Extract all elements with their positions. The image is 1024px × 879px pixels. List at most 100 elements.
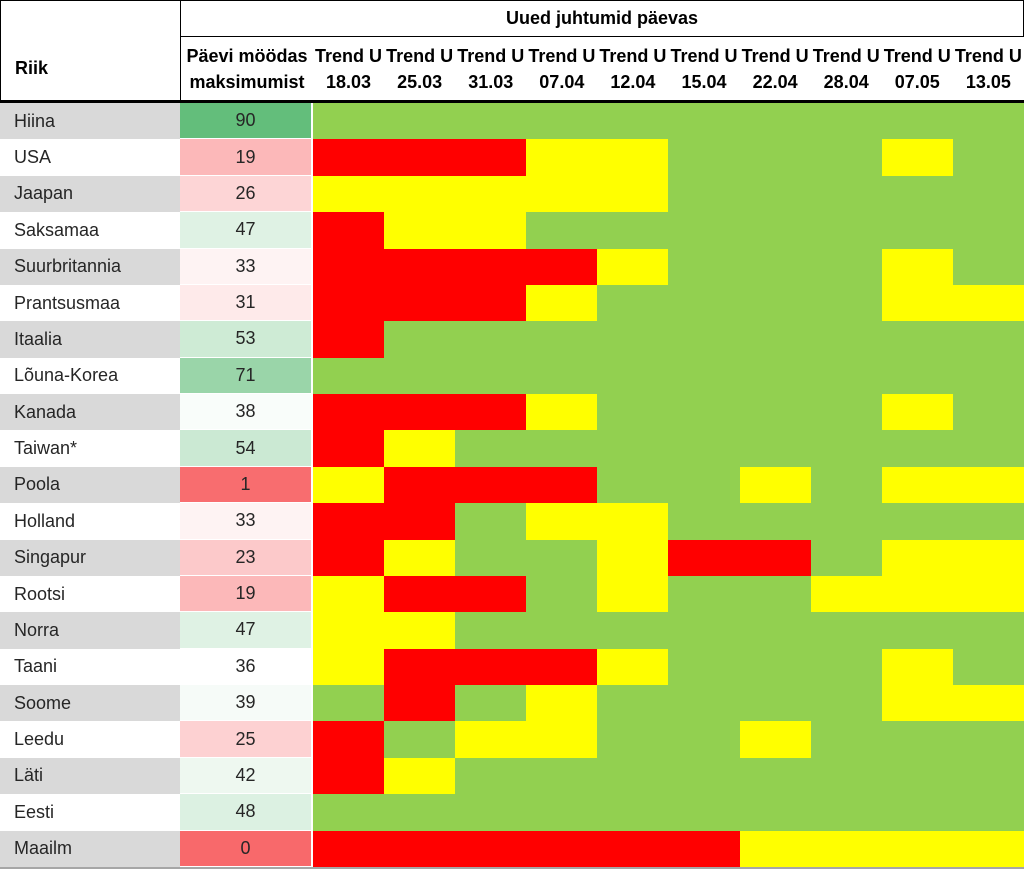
trend-cell-22.04	[739, 321, 811, 358]
column-header-trend: Trend U 07.04	[526, 37, 597, 100]
trend-cell-31.03	[455, 357, 527, 394]
trend-cell-07.04	[526, 794, 598, 831]
trend-cell-12.04	[597, 321, 669, 358]
trend-cell-15.04	[668, 794, 740, 831]
trend-cells	[313, 685, 1024, 722]
days-past-max-value: 53	[180, 321, 313, 358]
trend-cell-07.05	[881, 830, 953, 867]
trend-cells	[313, 503, 1024, 540]
table-row: Saksamaa 47	[0, 212, 1024, 249]
trend-cell-18.03	[313, 248, 385, 285]
trend-cell-22.04	[739, 794, 811, 831]
trend-cells	[313, 575, 1024, 613]
days-past-max-value: 19	[180, 575, 313, 613]
trend-cell-25.03	[384, 830, 456, 867]
trend-header-date: 07.04	[539, 71, 585, 92]
table-row: Taiwan* 54	[0, 430, 1024, 467]
trend-cell-25.03	[384, 357, 456, 394]
trend-cell-22.04	[739, 357, 811, 394]
trend-cell-12.04	[597, 284, 669, 322]
trend-cell-25.03	[384, 539, 456, 576]
trend-cell-13.05	[952, 394, 1024, 431]
trend-header-label: Trend U	[599, 45, 667, 66]
trend-cell-13.05	[952, 103, 1024, 140]
table-row: Leedu 25	[0, 721, 1024, 758]
trend-cell-07.05	[881, 539, 953, 576]
trend-cell-31.03	[455, 575, 527, 613]
trend-cell-12.04	[597, 648, 669, 685]
trend-cell-12.04	[597, 248, 669, 285]
trend-cell-31.03	[455, 721, 527, 758]
trend-cells	[313, 321, 1024, 358]
trend-cell-07.05	[881, 794, 953, 831]
trend-cell-28.04	[810, 321, 882, 358]
country-label: Kanada	[0, 394, 180, 431]
trend-cell-15.04	[668, 394, 740, 431]
trend-cell-28.04	[810, 575, 882, 613]
trend-cell-18.03	[313, 830, 385, 867]
bottom-whitespace	[0, 869, 1024, 879]
trend-cell-28.04	[810, 612, 882, 649]
trend-cell-13.05	[952, 685, 1024, 722]
trend-cell-28.04	[810, 721, 882, 758]
trend-cell-13.05	[952, 575, 1024, 613]
trend-cell-25.03	[384, 685, 456, 722]
trend-cell-15.04	[668, 830, 740, 867]
days-past-max-value: 39	[180, 685, 313, 722]
trend-cell-25.03	[384, 466, 456, 504]
trend-cell-22.04	[739, 394, 811, 431]
days-past-max-value: 54	[180, 430, 313, 467]
country-label: Rootsi	[0, 575, 180, 613]
trend-cells	[313, 212, 1024, 249]
trend-header-date: 13.05	[965, 71, 1011, 92]
table-row: Taani 36	[0, 648, 1024, 685]
trend-cell-18.03	[313, 103, 385, 140]
trend-cell-31.03	[455, 648, 527, 685]
trend-cells	[313, 103, 1024, 140]
trend-cell-07.04	[526, 466, 598, 504]
trend-cell-15.04	[668, 612, 740, 649]
trend-cell-07.04	[526, 685, 598, 722]
days-past-max-value: 38	[180, 394, 313, 431]
trend-cell-22.04	[739, 575, 811, 613]
trend-cells	[313, 648, 1024, 685]
trend-cell-15.04	[668, 175, 740, 213]
trend-cell-15.04	[668, 321, 740, 358]
trend-cell-13.05	[952, 357, 1024, 394]
table-row: Eesti 48	[0, 794, 1024, 831]
days-past-max-value: 71	[180, 357, 313, 394]
trend-cell-25.03	[384, 212, 456, 249]
table-row: Lõuna-Korea 71	[0, 357, 1024, 394]
trend-cell-07.05	[881, 503, 953, 540]
table-row: Norra 47	[0, 612, 1024, 649]
trend-cell-22.04	[739, 503, 811, 540]
column-header-trend: Trend U 22.04	[740, 37, 811, 100]
country-label: Itaalia	[0, 321, 180, 358]
header-row-merged: Uued juhtumid päevas	[0, 0, 1024, 37]
trend-cell-15.04	[668, 357, 740, 394]
trend-cell-18.03	[313, 685, 385, 722]
trend-cell-22.04	[739, 212, 811, 249]
trend-cell-12.04	[597, 575, 669, 613]
trend-cell-15.04	[668, 539, 740, 576]
trend-cell-18.03	[313, 794, 385, 831]
trend-cell-13.05	[952, 539, 1024, 576]
trend-cell-18.03	[313, 430, 385, 467]
country-label: USA	[0, 139, 180, 176]
trend-cells	[313, 284, 1024, 322]
trend-cell-25.03	[384, 103, 456, 140]
trend-header-label: Trend U	[883, 45, 951, 66]
trend-cell-15.04	[668, 721, 740, 758]
trend-cell-18.03	[313, 284, 385, 322]
country-label: Jaapan	[0, 175, 180, 213]
trend-cell-12.04	[597, 757, 669, 795]
trend-cell-25.03	[384, 575, 456, 613]
trend-cell-31.03	[455, 139, 527, 176]
days-header-line1: Päevi möödas	[186, 45, 308, 66]
trend-cell-22.04	[739, 103, 811, 140]
trend-cell-31.03	[455, 284, 527, 322]
trend-cell-31.03	[455, 430, 527, 467]
trend-cell-28.04	[810, 648, 882, 685]
trend-header-label: Trend U	[670, 45, 738, 66]
